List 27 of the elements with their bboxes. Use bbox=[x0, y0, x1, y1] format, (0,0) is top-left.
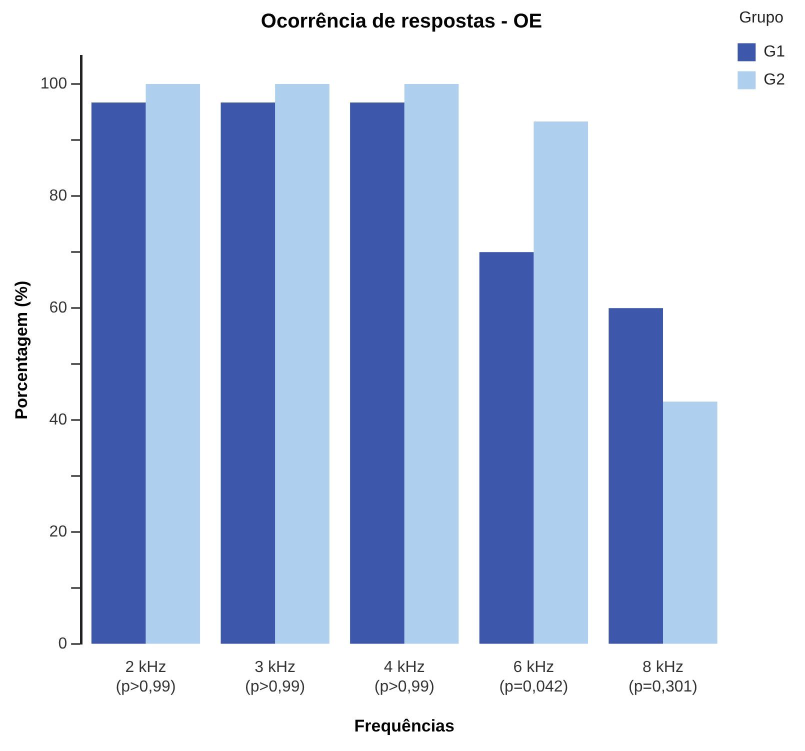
legend-label: G1 bbox=[764, 44, 786, 61]
bar bbox=[663, 402, 718, 644]
x-axis-title: Frequências bbox=[354, 716, 454, 736]
bar bbox=[220, 102, 276, 644]
legend-title: Grupo bbox=[739, 9, 784, 26]
bar bbox=[275, 84, 330, 644]
bar bbox=[91, 102, 146, 644]
y-tick-label: 20 bbox=[49, 524, 68, 541]
x-tick-label: 2 kHz (p>0,99) bbox=[116, 659, 176, 696]
bar bbox=[350, 102, 404, 644]
x-tick-label: 3 kHz (p>0,99) bbox=[245, 659, 306, 696]
x-tick-label: 6 kHz (p=0,042) bbox=[499, 659, 568, 696]
y-tick-label: 40 bbox=[49, 412, 68, 429]
y-tick-label: 60 bbox=[49, 299, 68, 316]
y-tick-label: 100 bbox=[40, 75, 68, 92]
y-axis-title: Porcentagem (%) bbox=[12, 280, 31, 420]
bar bbox=[608, 308, 663, 644]
legend-label: G2 bbox=[764, 72, 786, 89]
bar bbox=[479, 252, 534, 644]
bar bbox=[404, 84, 459, 644]
x-tick-label: 8 kHz (p=0,301) bbox=[628, 659, 698, 696]
chart-title: Ocorrência de respostas - OE bbox=[260, 10, 542, 33]
x-tick-label: 4 kHz (p>0,99) bbox=[374, 659, 434, 696]
bar bbox=[534, 122, 588, 644]
y-tick-label: 0 bbox=[58, 636, 68, 653]
y-tick-label: 80 bbox=[49, 187, 68, 204]
bar bbox=[146, 84, 200, 644]
